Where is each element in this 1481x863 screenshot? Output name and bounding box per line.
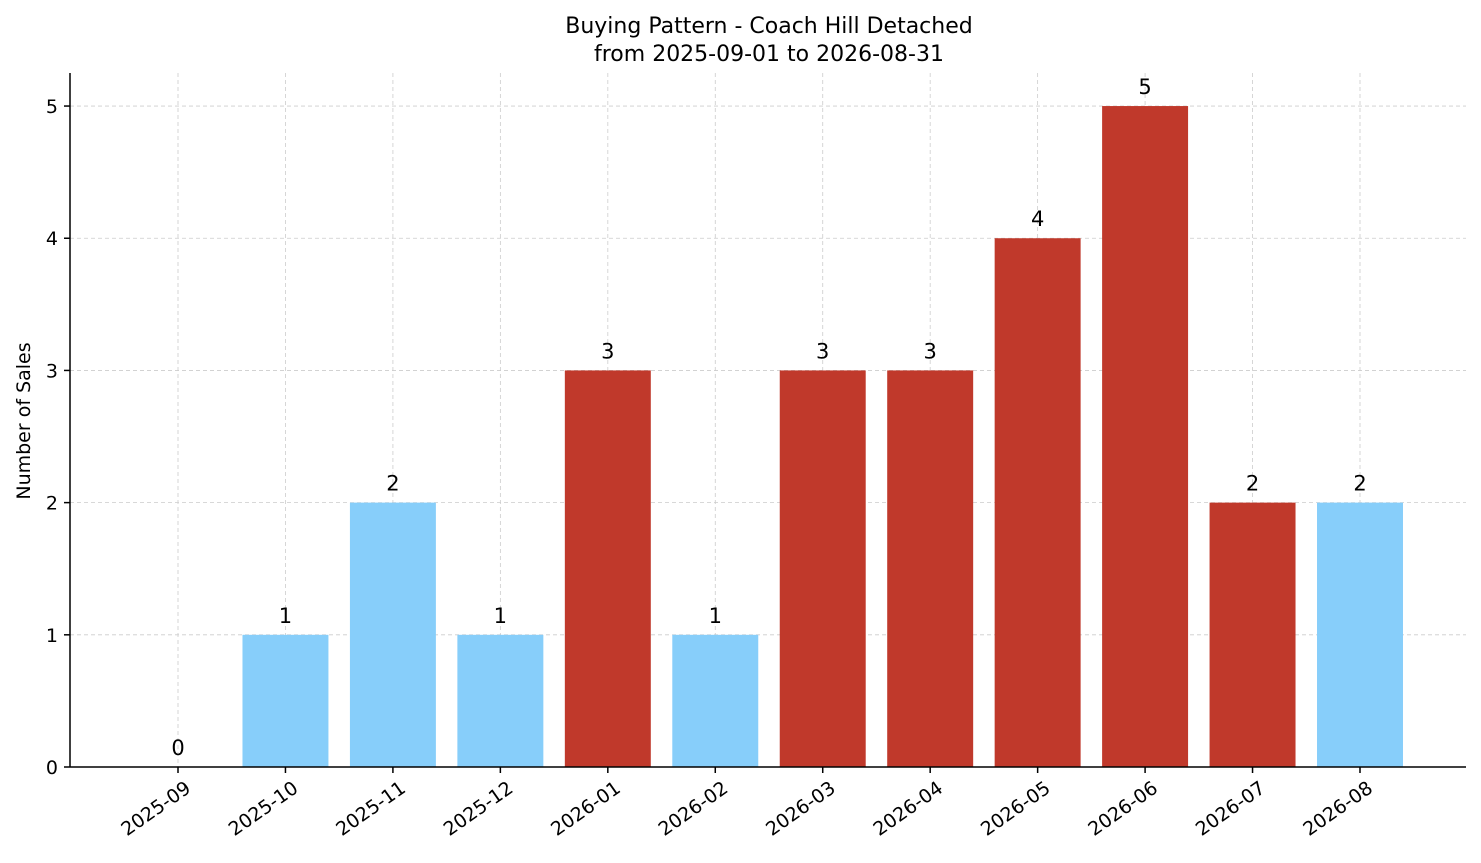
bar-2025-12 [457,634,544,767]
bar-2026-02 [672,634,759,767]
y-tick-label: 4 [46,228,58,250]
x-tick-label-2026-06: 2026-06 [1084,777,1162,841]
chart-subtitle: from 2025-09-01 to 2026-08-31 [594,42,944,67]
data-label-2026-07: 2 [1246,472,1259,496]
data-label-2026-04: 3 [923,339,936,363]
y-tick-label: 0 [46,757,58,779]
data-label-2025-09: 0 [171,736,184,760]
x-tick-label-2025-11: 2025-11 [332,777,410,841]
data-label-2026-05: 4 [1031,207,1044,231]
data-label-2025-12: 1 [494,604,507,628]
bars [242,106,1403,768]
bar-2026-03 [779,370,866,767]
y-tick-label: 5 [46,96,58,118]
x-tick-label-2026-02: 2026-02 [654,777,732,841]
bar-2026-01 [564,370,651,767]
bar-2026-04 [887,370,974,767]
x-tick-label-2026-01: 2026-01 [547,777,625,841]
data-label-2026-08: 2 [1353,472,1366,496]
x-tick-label-2026-04: 2026-04 [869,777,947,841]
x-tick-label-2026-05: 2026-05 [977,777,1055,841]
y-tick-label: 1 [46,625,58,647]
data-label-2025-10: 1 [279,604,292,628]
x-tick-label-2026-03: 2026-03 [762,777,840,841]
bar-2026-07 [1209,502,1296,767]
x-tick-label-2026-08: 2026-08 [1299,777,1377,841]
data-label-2026-06: 5 [1138,75,1151,99]
bar-2026-08 [1317,502,1403,767]
y-tick-label: 2 [46,493,58,515]
x-tick-label-2025-12: 2025-12 [440,777,518,841]
bar-2026-06 [1102,106,1189,768]
data-label-2026-03: 3 [816,339,829,363]
x-tick-label-2025-10: 2025-10 [225,777,303,841]
y-tick-label: 3 [46,360,58,382]
data-label-2026-02: 1 [709,604,722,628]
chart-title: Buying Pattern - Coach Hill Detached [565,14,972,39]
data-label-2026-01: 3 [601,339,614,363]
bar-2025-11 [349,502,436,767]
x-tick-label-2025-09: 2025-09 [117,777,195,841]
bar-2026-05 [994,238,1081,767]
data-labels: 0 1 2 1 3 1 3 3 4 5 2 2 [171,75,1366,760]
bar-2025-10 [242,634,329,767]
x-tick-label-2026-07: 2026-07 [1192,777,1270,841]
data-label-2025-11: 2 [386,472,399,496]
y-axis-label: Number of Sales [13,342,35,499]
